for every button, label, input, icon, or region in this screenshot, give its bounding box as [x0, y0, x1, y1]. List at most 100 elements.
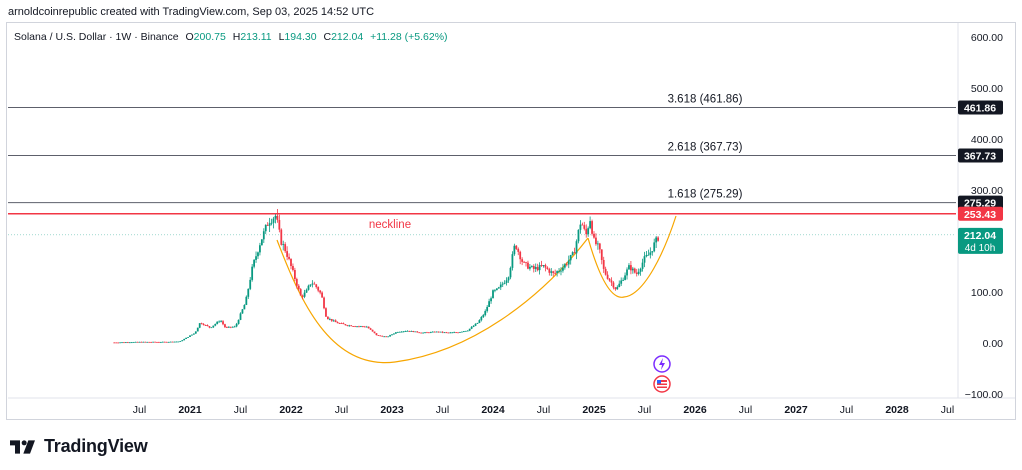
candle-body — [509, 267, 512, 278]
candle-body — [544, 265, 547, 268]
candle-body — [641, 262, 644, 269]
candle-body — [354, 326, 356, 328]
chart-frame — [6, 22, 1016, 420]
candle-body — [138, 341, 141, 343]
candle-body — [622, 279, 625, 281]
candle-body — [284, 244, 287, 252]
candle-body — [550, 271, 553, 273]
candle-body — [635, 272, 638, 274]
candle-body — [482, 315, 485, 318]
candle-body — [404, 331, 407, 332]
candle-body — [532, 266, 535, 269]
candle-body — [194, 331, 197, 334]
close-value: 212.04 — [331, 31, 364, 43]
candle-body — [649, 252, 652, 255]
candle-body — [503, 282, 506, 284]
candle-body — [150, 341, 153, 343]
tradingview-logo[interactable]: TradingView — [10, 436, 148, 457]
candle-body — [451, 332, 454, 334]
candle-body — [598, 243, 601, 250]
candle-body — [608, 278, 611, 281]
candle-body — [414, 331, 417, 333]
low-value: 194.30 — [284, 31, 317, 43]
neckline-label: neckline — [369, 219, 411, 231]
candle-body — [653, 242, 656, 252]
candle-body — [581, 224, 584, 226]
candle-body — [377, 335, 380, 336]
candle-body — [163, 341, 166, 343]
candle-body — [264, 224, 267, 232]
candle-body — [293, 270, 296, 280]
candle-body — [567, 260, 570, 265]
candle-body — [536, 267, 539, 271]
candle-body — [229, 326, 232, 328]
candle-body — [303, 292, 306, 297]
candle-body — [185, 337, 188, 339]
candle-body — [525, 262, 527, 264]
candle-body — [604, 268, 607, 275]
candle-body — [647, 254, 650, 256]
candle-body — [381, 335, 384, 337]
x-tick-label: Jul — [335, 404, 348, 416]
candle-body — [272, 218, 275, 223]
y-tick-label: 500.00 — [971, 83, 1003, 95]
candle-body — [437, 331, 440, 333]
candle-body — [385, 336, 388, 338]
candle-body — [453, 332, 456, 334]
x-tick-label: Jul — [840, 404, 853, 416]
candle-body — [136, 341, 139, 343]
neckline-price-tag — [958, 206, 1003, 221]
candle-body — [332, 320, 335, 322]
candle-body — [488, 301, 491, 307]
y-tick-label: 300.00 — [971, 185, 1003, 197]
candle-body — [268, 223, 271, 226]
x-tick-label: Jul — [739, 404, 752, 416]
candle-body — [391, 334, 393, 336]
candle-body — [146, 341, 149, 343]
candle-body — [282, 244, 285, 245]
candle-body — [443, 332, 446, 334]
y-tick-label: 0.00 — [983, 338, 1004, 350]
candle-body — [292, 266, 294, 271]
candle-body — [233, 326, 236, 328]
candle-body — [369, 328, 372, 330]
candle-body — [247, 288, 250, 297]
candle-body — [589, 221, 592, 229]
brand-name: TradingView — [44, 436, 148, 456]
candle-body — [311, 283, 314, 285]
fib-price-tag — [958, 100, 1003, 115]
candle-body — [344, 324, 347, 326]
candle-body — [575, 241, 578, 254]
candle-body — [140, 341, 143, 343]
candle-body — [429, 332, 432, 333]
candle-body — [412, 331, 415, 332]
candle-body — [383, 336, 386, 338]
candle-body — [286, 251, 289, 257]
attribution-text: arnoldcoinrepublic created with TradingV… — [8, 6, 375, 18]
candle-body — [360, 326, 362, 327]
candle-body — [554, 272, 557, 274]
candle-body — [422, 332, 424, 334]
candle-body — [274, 215, 277, 219]
candle-body — [280, 229, 283, 245]
candle-body — [499, 284, 502, 288]
candle-body — [200, 323, 203, 325]
candle-body — [472, 325, 475, 327]
symbol-legend[interactable]: Solana / U.S. Dollar · 1W · Binance O200… — [14, 31, 448, 43]
candle-body — [334, 320, 337, 323]
candle-body — [288, 256, 290, 259]
candle-body — [183, 338, 186, 341]
candle-body — [462, 331, 465, 332]
fib-price-tag-text: 367.73 — [964, 150, 996, 162]
candle-body — [191, 334, 193, 336]
candle-body — [179, 341, 182, 342]
candle-body — [396, 332, 399, 333]
x-tick-label: 2025 — [582, 404, 606, 416]
candle-body — [319, 290, 322, 293]
candle-body — [361, 326, 364, 327]
candle-body — [192, 333, 195, 335]
candle-body — [548, 269, 551, 273]
candle-body — [352, 326, 355, 327]
candle-body — [161, 341, 164, 343]
